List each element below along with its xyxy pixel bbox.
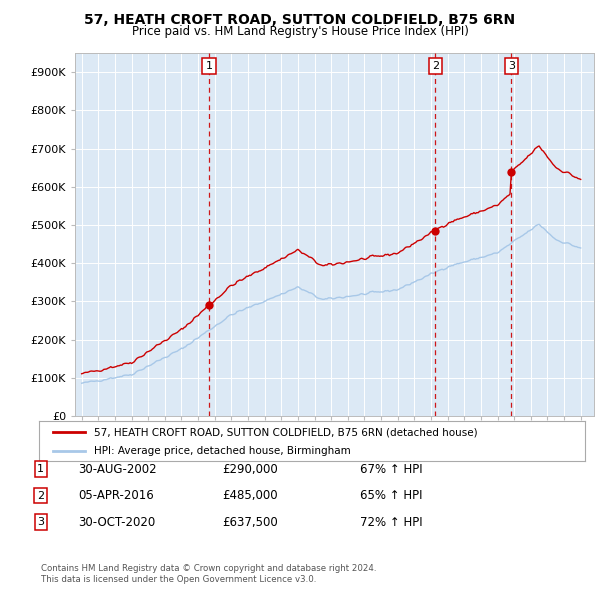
Text: HPI: Average price, detached house, Birmingham: HPI: Average price, detached house, Birm… [94, 445, 350, 455]
Text: 72% ↑ HPI: 72% ↑ HPI [360, 516, 422, 529]
Text: 3: 3 [508, 61, 515, 71]
Text: 1: 1 [206, 61, 212, 71]
Text: 57, HEATH CROFT ROAD, SUTTON COLDFIELD, B75 6RN: 57, HEATH CROFT ROAD, SUTTON COLDFIELD, … [85, 13, 515, 27]
Text: £485,000: £485,000 [222, 489, 278, 502]
Text: 05-APR-2016: 05-APR-2016 [78, 489, 154, 502]
Text: Contains HM Land Registry data © Crown copyright and database right 2024.: Contains HM Land Registry data © Crown c… [41, 565, 376, 573]
Text: This data is licensed under the Open Government Licence v3.0.: This data is licensed under the Open Gov… [41, 575, 316, 584]
Text: 67% ↑ HPI: 67% ↑ HPI [360, 463, 422, 476]
Text: 2: 2 [37, 491, 44, 500]
Text: £637,500: £637,500 [222, 516, 278, 529]
Text: 1: 1 [37, 464, 44, 474]
Text: 30-AUG-2002: 30-AUG-2002 [78, 463, 157, 476]
Text: Price paid vs. HM Land Registry's House Price Index (HPI): Price paid vs. HM Land Registry's House … [131, 25, 469, 38]
Text: £290,000: £290,000 [222, 463, 278, 476]
Text: 3: 3 [37, 517, 44, 527]
Text: 65% ↑ HPI: 65% ↑ HPI [360, 489, 422, 502]
Text: 57, HEATH CROFT ROAD, SUTTON COLDFIELD, B75 6RN (detached house): 57, HEATH CROFT ROAD, SUTTON COLDFIELD, … [94, 427, 477, 437]
Text: 30-OCT-2020: 30-OCT-2020 [78, 516, 155, 529]
Text: 2: 2 [432, 61, 439, 71]
